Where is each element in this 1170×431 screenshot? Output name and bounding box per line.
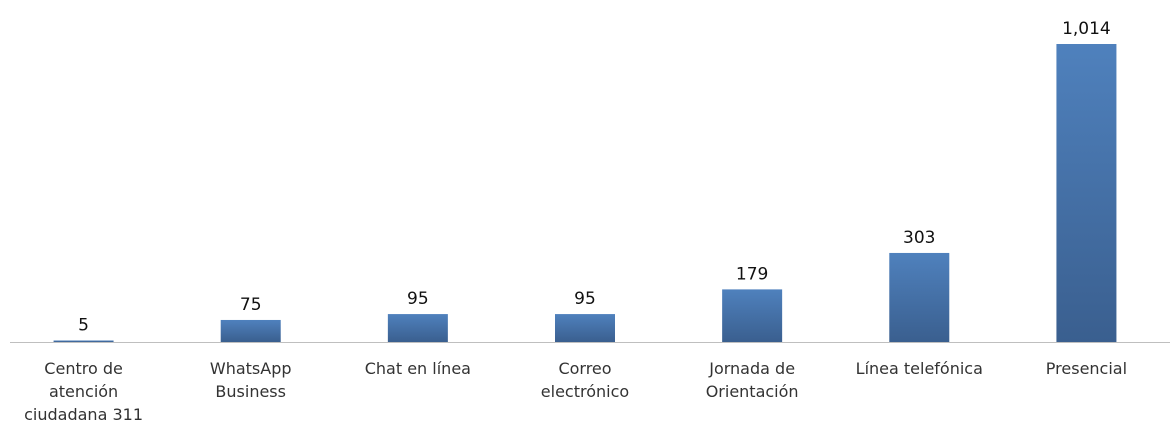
category-label-3: Correo electrónico [541, 359, 629, 401]
data-label-3: 95 [574, 289, 596, 309]
category-label-line: Chat en línea [365, 359, 471, 378]
data-label-0: 5 [78, 316, 89, 336]
data-label-6: 1,014 [1062, 19, 1111, 39]
category-label-5: Línea telefónica [856, 359, 983, 378]
category-label-line: Orientación [706, 382, 799, 401]
bar-0 [53, 340, 114, 342]
category-label-2: Chat en línea [365, 359, 471, 378]
category-label-line: Presencial [1046, 359, 1127, 378]
bar-2 [387, 314, 448, 342]
category-label-line: Business [215, 382, 286, 401]
category-label-0: Centro de atención ciudadana 311 [24, 359, 143, 424]
data-labels-group: 5 75 95 95 179 303 1,014 [78, 19, 1111, 336]
category-label-line: Jornada de [708, 359, 795, 378]
data-label-1: 75 [240, 295, 262, 315]
category-label-line: WhatsApp [210, 359, 292, 378]
bar-3 [555, 314, 615, 342]
category-label-line: Correo [558, 359, 611, 378]
category-label-line: atención [49, 382, 118, 401]
bars-group [53, 44, 1117, 342]
category-label-line: Línea telefónica [856, 359, 983, 378]
category-label-1: WhatsApp Business [210, 359, 292, 401]
category-label-line: Centro de [44, 359, 123, 378]
bar-1 [220, 319, 281, 342]
bar-5 [889, 252, 950, 342]
category-label-4: Jornada de Orientación [706, 359, 799, 401]
bar-6 [1056, 44, 1117, 342]
category-labels-group: Centro de atención ciudadana 311 WhatsApp Bu… [24, 359, 1127, 424]
data-label-2: 95 [407, 289, 429, 309]
category-label-line: ciudadana 311 [24, 405, 143, 424]
bar-4 [722, 289, 783, 342]
data-label-5: 303 [903, 228, 935, 248]
category-label-6: Presencial [1046, 359, 1127, 378]
category-label-line: electrónico [541, 382, 629, 401]
data-label-4: 179 [736, 264, 768, 284]
